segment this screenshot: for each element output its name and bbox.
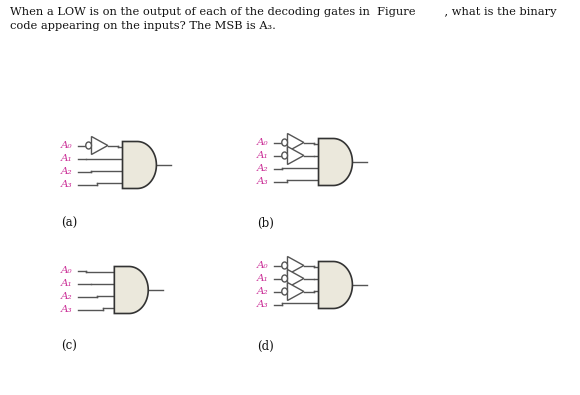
Circle shape bbox=[86, 142, 92, 149]
Text: A₂: A₂ bbox=[258, 287, 269, 296]
Circle shape bbox=[282, 275, 288, 282]
Text: A₀: A₀ bbox=[61, 141, 73, 150]
Polygon shape bbox=[114, 267, 148, 314]
Polygon shape bbox=[92, 137, 108, 154]
Text: A₂: A₂ bbox=[61, 167, 73, 176]
Circle shape bbox=[282, 262, 288, 269]
Text: (c): (c) bbox=[61, 340, 77, 353]
Text: A₂: A₂ bbox=[258, 164, 269, 173]
Polygon shape bbox=[122, 141, 157, 188]
Text: A₃: A₃ bbox=[258, 300, 269, 309]
Polygon shape bbox=[288, 147, 304, 164]
Circle shape bbox=[282, 152, 288, 159]
Circle shape bbox=[282, 139, 288, 146]
Text: A₀: A₀ bbox=[258, 261, 269, 270]
Text: code appearing on the inputs? The MSB is A₃.: code appearing on the inputs? The MSB is… bbox=[10, 21, 276, 31]
Text: A₁: A₁ bbox=[258, 274, 269, 283]
Text: (d): (d) bbox=[258, 340, 274, 353]
Polygon shape bbox=[288, 134, 304, 152]
Text: A₀: A₀ bbox=[258, 138, 269, 147]
Text: A₃: A₃ bbox=[61, 180, 73, 189]
Polygon shape bbox=[288, 269, 304, 288]
Circle shape bbox=[282, 288, 288, 295]
Text: A₁: A₁ bbox=[61, 279, 73, 288]
Text: A₀: A₀ bbox=[61, 266, 73, 275]
Text: (b): (b) bbox=[258, 217, 274, 230]
Polygon shape bbox=[288, 256, 304, 275]
Text: A₃: A₃ bbox=[258, 177, 269, 186]
Text: (a): (a) bbox=[61, 217, 78, 230]
Text: A₃: A₃ bbox=[61, 305, 73, 314]
Text: A₁: A₁ bbox=[258, 151, 269, 160]
Text: A₂: A₂ bbox=[61, 292, 73, 301]
Text: When a LOW is on the output of each of the decoding gates in  Figure        , wh: When a LOW is on the output of each of t… bbox=[10, 7, 556, 17]
Polygon shape bbox=[288, 282, 304, 301]
Polygon shape bbox=[318, 261, 353, 308]
Text: A₁: A₁ bbox=[61, 154, 73, 163]
Polygon shape bbox=[318, 139, 353, 186]
